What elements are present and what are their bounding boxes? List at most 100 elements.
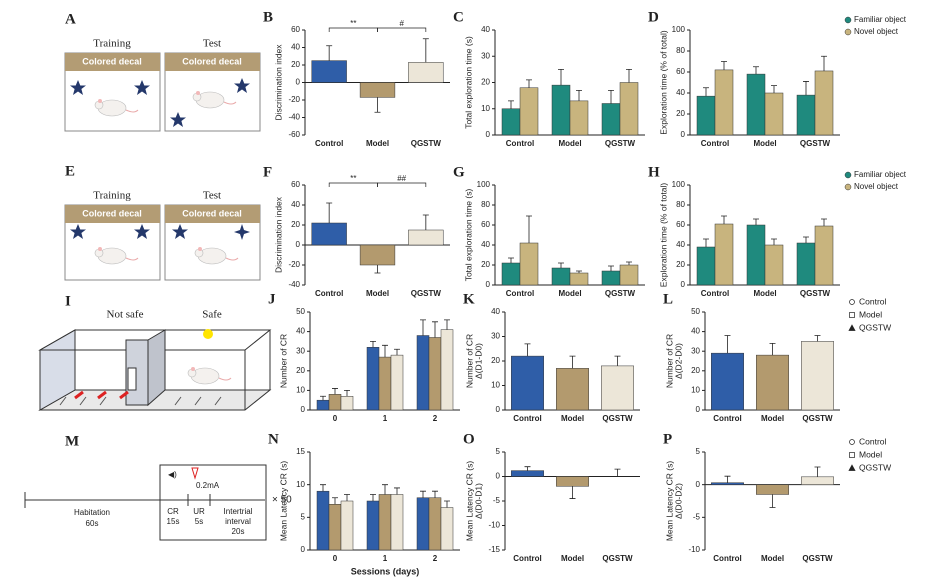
text: 60s bbox=[86, 519, 99, 528]
error-bar bbox=[814, 466, 821, 477]
y-tick-label: 0 bbox=[301, 405, 306, 414]
legend-marker bbox=[848, 464, 856, 471]
bar bbox=[746, 73, 766, 136]
y-tick-label: -5 bbox=[693, 512, 701, 521]
bar bbox=[556, 368, 589, 411]
error-bar bbox=[332, 388, 338, 395]
bar bbox=[359, 82, 396, 98]
text: Habitation bbox=[74, 508, 110, 517]
bar bbox=[696, 95, 716, 136]
bar bbox=[601, 365, 634, 411]
y-tick-label: 10 bbox=[691, 386, 700, 395]
error-bar bbox=[526, 79, 532, 88]
error-bar bbox=[370, 494, 376, 501]
panel-label: B bbox=[263, 9, 273, 25]
y-tick-label: 0 bbox=[681, 130, 686, 139]
error-bar bbox=[721, 61, 727, 70]
significance-bracket bbox=[377, 182, 427, 187]
bar bbox=[796, 242, 816, 286]
bar bbox=[619, 264, 639, 286]
bar bbox=[340, 396, 354, 411]
text: × 50 bbox=[272, 495, 292, 506]
y-tick-label: 50 bbox=[296, 307, 305, 316]
y-tick-label: 100 bbox=[672, 180, 686, 189]
bar bbox=[756, 354, 789, 411]
panel-e: E Training Test Colored decal Colored de… bbox=[64, 163, 261, 281]
x-tick-label: Control bbox=[315, 139, 343, 148]
y-tick-label: 0 bbox=[296, 240, 301, 249]
y-tick-label: 5 bbox=[496, 447, 501, 456]
x-tick-label: Model bbox=[753, 139, 776, 148]
x-tick-label: QGSTW bbox=[802, 414, 833, 423]
significance: ** bbox=[350, 174, 356, 183]
error-bar bbox=[769, 342, 776, 356]
x-tick-label: 0 bbox=[333, 414, 338, 423]
error-bar bbox=[771, 85, 777, 93]
y-axis-label: Mean Latency CR (s) bbox=[464, 461, 474, 541]
y-tick-label: 20 bbox=[491, 356, 500, 365]
error-bar bbox=[422, 38, 429, 63]
legend-marker bbox=[849, 439, 855, 445]
panel-label: J bbox=[268, 291, 276, 307]
error-bar bbox=[332, 497, 338, 505]
bar bbox=[366, 500, 380, 551]
error-bar bbox=[569, 486, 576, 499]
legend-marker bbox=[848, 324, 856, 331]
bar bbox=[311, 222, 347, 246]
error-bar bbox=[420, 490, 426, 498]
x-tick-label: Control bbox=[701, 289, 729, 298]
y-tick-label: 0 bbox=[696, 405, 701, 414]
bar bbox=[519, 242, 539, 286]
x-tick-label: QGSTW bbox=[602, 414, 633, 423]
light bbox=[203, 329, 213, 339]
bar bbox=[711, 352, 744, 411]
y-tick-label: 100 bbox=[477, 180, 491, 189]
bar bbox=[428, 497, 442, 551]
y-axis-label: Number of CR bbox=[278, 334, 288, 388]
bar bbox=[796, 94, 816, 136]
text: Test bbox=[203, 190, 221, 202]
error-bar bbox=[344, 494, 350, 501]
bar bbox=[569, 100, 589, 136]
y-axis-label: Mean Latency CR (s) bbox=[278, 461, 288, 541]
y-tick-label: 80 bbox=[481, 200, 490, 209]
error-bar bbox=[444, 500, 450, 508]
error-bar bbox=[326, 202, 333, 223]
y-tick-label: 60 bbox=[676, 67, 685, 76]
legend-label: QGSTW bbox=[859, 462, 891, 472]
bar bbox=[316, 490, 330, 551]
y-tick-label: 30 bbox=[491, 332, 500, 341]
y-axis-label: Discrimination index bbox=[273, 196, 283, 273]
bar bbox=[390, 494, 404, 551]
error-bar bbox=[432, 321, 438, 338]
y-tick-label: 0 bbox=[496, 405, 501, 414]
y-tick-label: 80 bbox=[676, 46, 685, 55]
legend-marker bbox=[844, 16, 852, 24]
x-tick-label: Model bbox=[366, 289, 389, 298]
bar bbox=[569, 272, 589, 286]
x-tick-label: Model bbox=[761, 414, 784, 423]
x-tick-label: Control bbox=[315, 289, 343, 298]
y-tick-label: -10 bbox=[488, 521, 500, 530]
error-bar bbox=[382, 484, 388, 495]
bar bbox=[746, 224, 766, 286]
y-tick-label: -10 bbox=[688, 545, 700, 554]
y-tick-label: -5 bbox=[493, 496, 501, 505]
panel-label: G bbox=[453, 164, 465, 180]
y-tick-label: 40 bbox=[491, 307, 500, 316]
x-tick-label: Model bbox=[558, 139, 581, 148]
grid bbox=[59, 396, 222, 406]
y-tick-label: 30 bbox=[481, 51, 490, 60]
panel-i: I Not safe Safe bbox=[38, 293, 272, 411]
x-tick-label: Model bbox=[366, 139, 389, 148]
x-tick-label: Model bbox=[561, 554, 584, 563]
panel-m: M Habitation 60s ◀) 0.2mA CR 15s UR 5s I… bbox=[24, 433, 292, 541]
y-axis-label: Number of CR bbox=[464, 334, 474, 388]
error-bar bbox=[703, 87, 709, 97]
panel-a: A Training Test Colored decal Colored de… bbox=[64, 11, 261, 132]
bar bbox=[511, 355, 544, 411]
y-tick-label: 20 bbox=[676, 109, 685, 118]
y-tick-label: 10 bbox=[296, 386, 305, 395]
y-tick-label: 80 bbox=[676, 200, 685, 209]
x-tick-label: Control bbox=[701, 139, 729, 148]
